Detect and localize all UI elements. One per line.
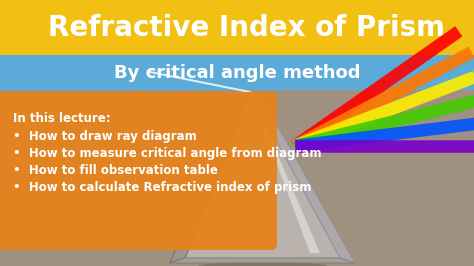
Text: •  How to measure critical angle from diagram: • How to measure critical angle from dia… [13,147,321,160]
Text: •  How to calculate Refractive index of prism: • How to calculate Refractive index of p… [13,181,311,194]
Polygon shape [250,92,355,263]
Polygon shape [170,258,355,263]
Text: By critical angle method: By critical angle method [114,64,360,81]
FancyBboxPatch shape [0,90,474,266]
FancyBboxPatch shape [0,0,474,55]
Text: Refractive Index of Prism: Refractive Index of Prism [48,14,445,41]
Text: •  How to fill observation table: • How to fill observation table [13,164,218,177]
Text: In this lecture:: In this lecture: [13,112,110,125]
FancyBboxPatch shape [0,55,474,90]
Text: •  How to draw ray diagram: • How to draw ray diagram [13,130,197,143]
FancyBboxPatch shape [0,92,277,250]
Ellipse shape [198,262,328,266]
Polygon shape [250,92,320,253]
Polygon shape [170,92,250,263]
Polygon shape [185,92,340,258]
